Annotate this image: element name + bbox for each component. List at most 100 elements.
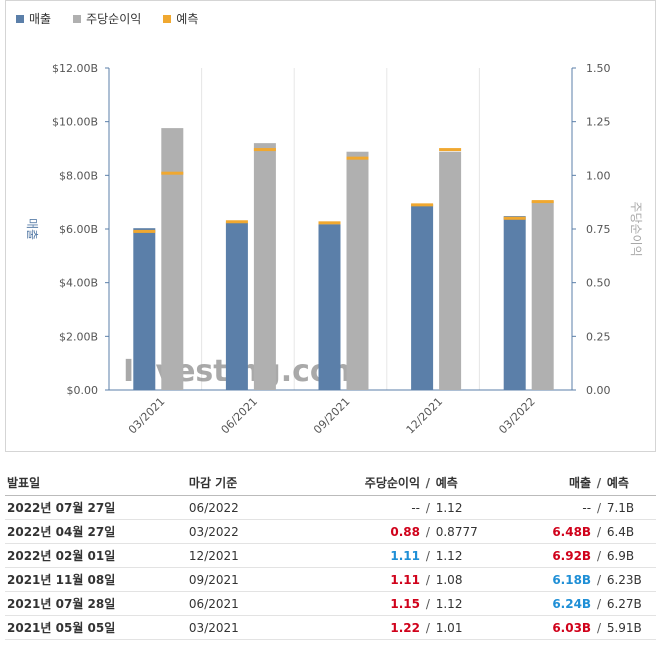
row-date: 2021년 07월 28일 xyxy=(7,597,116,611)
row-slash: / xyxy=(596,572,601,587)
eps-forecast-mark[interactable] xyxy=(439,148,462,152)
row-eps: -- xyxy=(411,500,420,515)
row-eps-forecast: 0.8777 xyxy=(435,524,478,539)
revenue-bar[interactable] xyxy=(411,204,434,390)
row-date: 2022년 04월 27일 xyxy=(7,525,116,539)
row-slash: / xyxy=(596,596,601,611)
header-eps[interactable]: 주당순이익 xyxy=(364,476,420,490)
legend-label: 매출 xyxy=(29,12,52,26)
row-revenue-forecast: 6.27B xyxy=(606,596,642,611)
eps-bar[interactable] xyxy=(161,128,184,390)
legend-label: 주당순이익 xyxy=(86,12,142,26)
row-date: 2022년 07월 27일 xyxy=(7,501,116,515)
row-close: 12/2021 xyxy=(188,548,239,563)
legend-item-forecast[interactable]: 예측 xyxy=(163,10,198,27)
eps-forecast-mark[interactable] xyxy=(531,200,554,204)
eps-bar[interactable] xyxy=(439,151,462,390)
y-right-tick-label: 0.75 xyxy=(586,223,611,236)
x-tick-label: 12/2021 xyxy=(404,395,446,437)
y-left-tick-label: $2.00B xyxy=(59,330,98,343)
row-eps: 0.88 xyxy=(390,524,420,539)
y-right-axis-title: 주당순이익 xyxy=(629,201,643,256)
header-revenue[interactable]: 매출 xyxy=(569,476,592,490)
row-date: 2021년 05월 05일 xyxy=(7,621,116,635)
y-left-tick-label: $0.00 xyxy=(67,384,99,397)
eps-bar[interactable] xyxy=(531,201,554,390)
revenue-bar[interactable] xyxy=(318,224,341,390)
row-close: 03/2022 xyxy=(188,524,239,539)
eps-forecast-mark[interactable] xyxy=(161,171,184,175)
revenue-forecast-mark[interactable] xyxy=(503,216,526,220)
row-date: 2022년 02월 01일 xyxy=(7,549,116,563)
revenue-forecast-mark[interactable] xyxy=(133,229,156,233)
row-revenue-forecast: 6.9B xyxy=(606,548,635,563)
revenue-bar[interactable] xyxy=(503,216,526,390)
row-eps-forecast: 1.01 xyxy=(435,620,463,635)
header-eps-forecast[interactable]: 예측 xyxy=(435,476,458,490)
table-row: 2021년 11월 08일 09/2021 1.11 / 1.08 6.18B / 6.23B xyxy=(5,568,656,592)
row-eps-forecast: 1.12 xyxy=(435,548,463,563)
row-revenue-forecast: 7.1B xyxy=(606,500,635,515)
eps-bar[interactable] xyxy=(253,143,276,390)
row-revenue: -- xyxy=(582,500,592,515)
table-header: 발표일 마감 기준 주당순이익 / 예측 매출 / 예측 xyxy=(5,470,656,496)
y-right-tick-label: 0.25 xyxy=(586,330,611,343)
x-tick-label: 03/2022 xyxy=(496,395,538,437)
row-slash: / xyxy=(425,620,430,635)
eps-forecast-mark[interactable] xyxy=(346,156,369,160)
row-date: 2021년 11월 08일 xyxy=(7,573,116,587)
row-slash: / xyxy=(425,524,430,539)
row-revenue: 6.48B xyxy=(552,524,592,539)
earnings-table: 발표일 마감 기준 주당순이익 / 예측 매출 / 예측 2022년 07월 2… xyxy=(5,470,656,640)
row-slash: / xyxy=(425,596,430,611)
revenue-forecast-mark[interactable] xyxy=(411,203,434,207)
header-date[interactable]: 발표일 xyxy=(7,476,41,490)
row-close: 06/2021 xyxy=(188,596,239,611)
legend-item-revenue[interactable]: 매출 xyxy=(16,10,51,27)
revenue-forecast-mark[interactable] xyxy=(318,221,341,225)
row-eps-forecast: 1.12 xyxy=(435,500,463,515)
table-row: 2022년 04월 27일 03/2022 0.88 / 0.8777 6.48B / 6.4… xyxy=(5,520,656,544)
y-left-tick-label: $10.00B xyxy=(52,116,98,129)
row-slash: / xyxy=(596,500,601,515)
row-eps: 1.11 xyxy=(390,572,420,587)
row-eps-forecast: 1.12 xyxy=(435,596,463,611)
eps-bar[interactable] xyxy=(346,151,369,390)
row-eps: 1.15 xyxy=(390,596,420,611)
y-left-tick-label: $4.00B xyxy=(59,277,98,290)
table-row: 2021년 05월 05일 03/2021 1.22 / 1.01 6.03B / 5.91B xyxy=(5,616,656,640)
y-left-axis-title: 매출 xyxy=(25,218,39,240)
header-close[interactable]: 마감 기준 xyxy=(188,476,238,490)
row-slash: / xyxy=(425,500,430,515)
x-tick-label: 03/2021 xyxy=(126,395,168,437)
header-slash: / xyxy=(596,475,602,490)
revenue-bar[interactable] xyxy=(133,228,156,390)
eps-forecast-mark[interactable] xyxy=(253,148,276,152)
row-slash: / xyxy=(596,548,601,563)
revenue-forecast-mark[interactable] xyxy=(225,220,248,224)
y-left-tick-label: $6.00B xyxy=(59,223,98,236)
x-tick-label: 06/2021 xyxy=(219,395,261,437)
legend-item-eps[interactable]: 주당순이익 xyxy=(73,10,141,27)
row-close: 06/2022 xyxy=(188,500,239,515)
revenue-swatch-icon xyxy=(16,14,24,23)
revenue-bar[interactable] xyxy=(225,222,248,390)
row-revenue-forecast: 6.23B xyxy=(606,572,642,587)
y-left-tick-label: $8.00B xyxy=(59,169,98,182)
row-revenue: 6.03B xyxy=(552,620,592,635)
row-revenue: 6.92B xyxy=(552,548,592,563)
y-right-tick-label: 0.00 xyxy=(586,384,611,397)
row-eps: 1.22 xyxy=(390,620,420,635)
legend-label: 예측 xyxy=(176,12,199,26)
row-revenue: 6.18B xyxy=(552,572,592,587)
y-left-tick-label: $12.00B xyxy=(52,62,98,75)
x-tick-label: 09/2021 xyxy=(311,395,353,437)
table-row: 2022년 07월 27일 06/2022 -- / 1.12 -- / 7.1B xyxy=(5,496,656,520)
y-right-tick-label: 1.00 xyxy=(586,169,611,182)
table-row: 2021년 07월 28일 06/2021 1.15 / 1.12 6.24B / 6.27B xyxy=(5,592,656,616)
row-close: 09/2021 xyxy=(188,572,239,587)
header-revenue-forecast[interactable]: 예측 xyxy=(606,476,629,490)
y-right-tick-label: 1.25 xyxy=(586,116,611,129)
earnings-chart: $0.00 $2.00B $4.00B $6.00B $8.00B $10.00B $12.… xyxy=(25,62,643,437)
header-slash: / xyxy=(425,475,431,490)
